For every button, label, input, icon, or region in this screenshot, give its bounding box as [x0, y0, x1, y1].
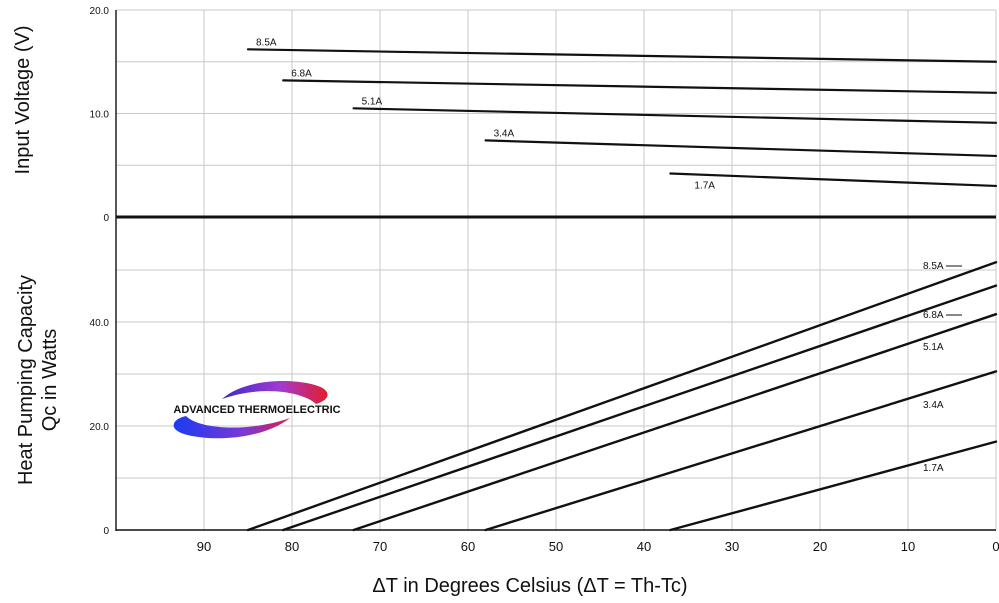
x-tick-label: 80	[285, 539, 299, 554]
y-tick-label-bottom: 20.0	[90, 422, 110, 433]
series-label-bottom: 3.4A	[923, 400, 944, 411]
series-label-bottom: 8.5A	[923, 261, 944, 272]
series-label-top: 6.8A	[291, 68, 312, 79]
series-label-top: 1.7A	[694, 181, 715, 192]
voltage-series-line	[669, 172, 998, 188]
x-tick-label: 0	[992, 539, 999, 554]
y-tick-label-top: 10.0	[90, 110, 110, 121]
capacity-series-line	[246, 261, 998, 532]
y-tick-label-bottom: 40.0	[90, 318, 110, 329]
voltage-series-line	[484, 139, 998, 158]
advanced-thermoelectric-logo: ADVANCED THERMOELECTRIC	[173, 381, 341, 439]
logo-text: ADVANCED THERMOELECTRIC	[173, 404, 340, 416]
voltage-series-line	[246, 48, 998, 63]
x-tick-label: 40	[637, 539, 651, 554]
x-tick-label: 60	[461, 539, 475, 554]
x-tick-label: 20	[813, 539, 827, 554]
y-tick-label-top: 0	[103, 213, 109, 224]
capacity-series-line	[484, 370, 998, 532]
y-axis-title-bottom-line: Heat Pumping Capacity	[15, 275, 37, 485]
voltage-series-line	[352, 107, 998, 124]
y-axis-title-bottom: Heat Pumping Capacity Qc in Watts	[15, 275, 61, 485]
series-label-bottom: 6.8A	[923, 310, 944, 321]
series-label-top: 8.5A	[256, 37, 277, 48]
logo-swoosh-top	[222, 381, 328, 404]
y-tick-label-top: 20.0	[90, 6, 110, 17]
x-tick-label: 90	[197, 539, 211, 554]
x-tick-label: 10	[901, 539, 915, 554]
x-tick-label: 50	[549, 539, 563, 554]
capacity-series-line	[352, 313, 998, 532]
capacity-series-line	[669, 440, 998, 532]
x-tick-label: 30	[725, 539, 739, 554]
logo-swoosh-bottom	[173, 416, 290, 439]
voltage-series-line	[282, 79, 998, 94]
series-label-top: 3.4A	[494, 128, 515, 139]
x-axis-title: ΔT in Degrees Celsius (ΔT = Th-Tc)	[372, 575, 687, 597]
series-label-bottom: 5.1A	[923, 342, 944, 353]
series-label-bottom: 1.7A	[923, 463, 944, 474]
x-tick-label: 70	[373, 539, 387, 554]
y-tick-label-bottom: 0	[103, 526, 109, 537]
grid	[116, 9, 997, 531]
y-axis-title-top: Input Voltage (V)	[12, 26, 34, 175]
axes	[115, 10, 996, 531]
y-axis-title-bottom-line: Qc in Watts	[39, 329, 61, 432]
labels: 0 10.0 20.0 0 20.0 40.0 90 80 70 60 50 40 30 20 10 0 8.5…	[12, 6, 999, 597]
capacity-series-line	[282, 284, 998, 532]
series-label-top: 5.1A	[362, 96, 383, 107]
series-lines	[246, 48, 998, 532]
